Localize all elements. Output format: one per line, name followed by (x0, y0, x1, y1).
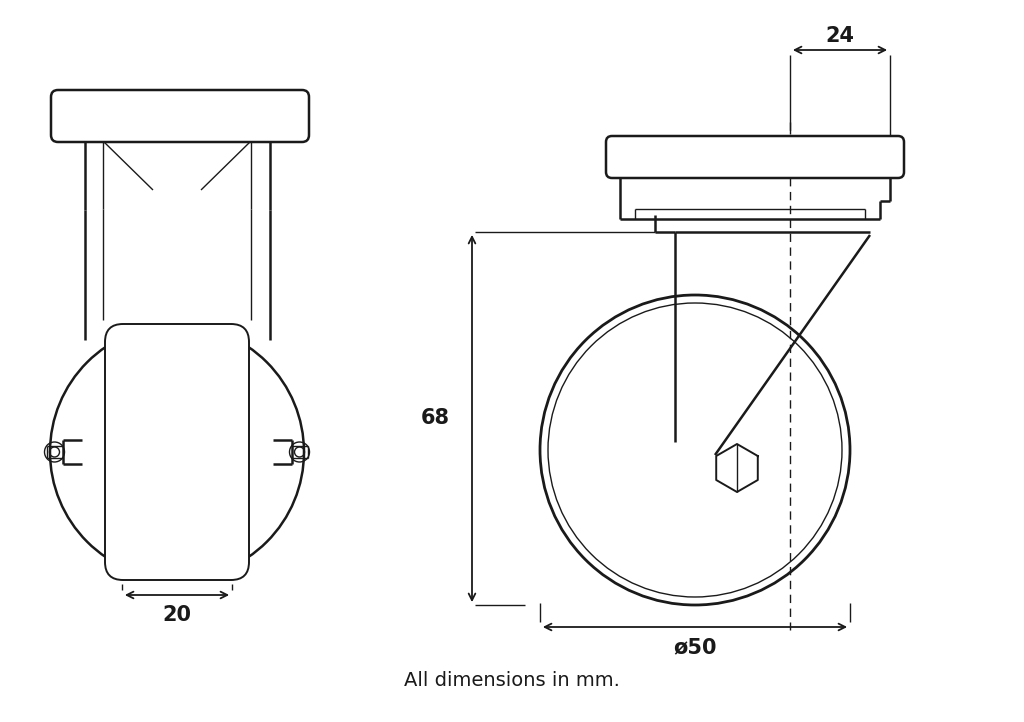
Text: All dimensions in mm.: All dimensions in mm. (404, 671, 620, 690)
Text: 20: 20 (163, 605, 191, 625)
FancyBboxPatch shape (606, 136, 904, 178)
Text: 24: 24 (825, 26, 854, 46)
FancyBboxPatch shape (105, 324, 249, 580)
Text: 68: 68 (421, 409, 450, 428)
Text: ø50: ø50 (673, 637, 717, 657)
FancyBboxPatch shape (51, 90, 309, 142)
